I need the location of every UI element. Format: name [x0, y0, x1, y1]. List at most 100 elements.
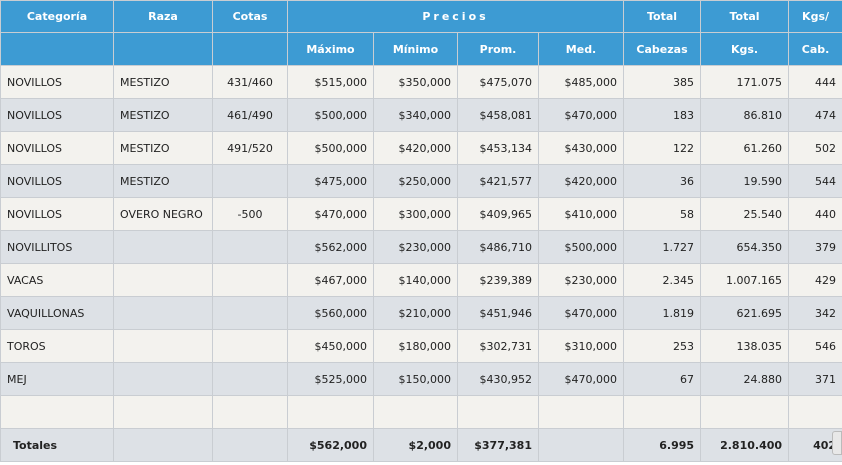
cell-cabezas: 36	[623, 164, 702, 198]
cell-kgs: 138.035	[700, 329, 790, 363]
header-prom: Prom.	[457, 32, 539, 66]
table-row: TOROS $450,000 $180,000 $302,731 $310,00…	[0, 329, 842, 363]
cell-raza	[113, 230, 213, 264]
cell-kgs: 61.260	[700, 131, 790, 165]
cell-cabezas: 253	[623, 329, 702, 363]
cell-categoria: NOVILLOS	[0, 98, 114, 132]
cell-kgs-cab: 342	[788, 296, 842, 330]
totals-label: Totales	[0, 428, 114, 462]
header-precios: Precios	[286, 0, 625, 33]
cell-minimo: $140,000	[373, 263, 458, 297]
cell-empty	[212, 395, 288, 429]
cell-minimo: $300,000	[373, 197, 458, 231]
cell-med: $470,000	[537, 98, 625, 132]
cell-categoria: NOVILLOS	[0, 131, 114, 165]
cell-maximo: $475,000	[287, 164, 374, 198]
cell-raza	[113, 329, 213, 363]
cell-prom: $486,710	[457, 230, 539, 264]
cell-kgs: 25.540	[700, 197, 790, 231]
cell-kgs: 171.075	[700, 65, 790, 99]
cell-prom: $475,070	[457, 65, 539, 99]
cell-categoria: NOVILLOS	[0, 65, 114, 99]
cell-cabezas: 2.345	[623, 263, 702, 297]
cell-empty	[623, 395, 702, 429]
cell-kgs: 1.007.165	[700, 263, 790, 297]
cell-prom: $430,952	[457, 362, 539, 396]
cell-prom: $453,134	[457, 131, 539, 165]
cell-med: $420,000	[537, 164, 625, 198]
cell-empty	[457, 395, 539, 429]
cell-maximo: $470,000	[287, 197, 374, 231]
cell-minimo: $230,000	[373, 230, 458, 264]
cell-cabezas: 122	[623, 131, 702, 165]
cell-prom: $421,577	[457, 164, 539, 198]
cell-empty	[788, 395, 842, 429]
cell-maximo: $562,000	[287, 230, 374, 264]
cell-kgs-cab: 379	[788, 230, 842, 264]
cell-prom: $239,389	[457, 263, 539, 297]
cell-empty	[287, 395, 374, 429]
cell-minimo: $340,000	[373, 98, 458, 132]
cell-minimo: $180,000	[373, 329, 458, 363]
header-empty	[212, 32, 288, 66]
cell-empty	[113, 428, 213, 462]
cell-empty	[537, 395, 625, 429]
totals-prom: $377,381	[457, 428, 539, 462]
cell-cotas	[212, 329, 288, 363]
table-row: MEJ $525,000 $150,000 $430,952 $470,000 …	[0, 362, 842, 396]
header-kgs: Kgs.	[700, 32, 790, 66]
cell-maximo: $560,000	[287, 296, 374, 330]
totals-kgs: 2.810.400	[700, 428, 790, 462]
table-row: NOVILLITOS $562,000 $230,000 $486,710 $5…	[0, 230, 842, 264]
scroll-right-handle[interactable]	[832, 431, 842, 455]
header-cotas: Cotas	[212, 0, 288, 33]
cell-maximo: $515,000	[287, 65, 374, 99]
cell-kgs-cab: 429	[788, 263, 842, 297]
cell-kgs: 654.350	[700, 230, 790, 264]
cell-categoria: VACAS	[0, 263, 114, 297]
cell-cotas	[212, 230, 288, 264]
cell-empty	[0, 395, 114, 429]
cell-maximo: $450,000	[287, 329, 374, 363]
cell-med: $485,000	[537, 65, 625, 99]
cell-maximo: $500,000	[287, 131, 374, 165]
header-kgs-cab-top: Kgs/	[788, 0, 842, 33]
cell-kgs: 19.590	[700, 164, 790, 198]
cell-kgs-cab: 502	[788, 131, 842, 165]
cell-med: $410,000	[537, 197, 625, 231]
cell-categoria: NOVILLITOS	[0, 230, 114, 264]
cell-categoria: VAQUILLONAS	[0, 296, 114, 330]
cell-empty	[700, 395, 790, 429]
table-body: NOVILLOS MESTIZO 431/460 $515,000 $350,0…	[0, 65, 842, 429]
table-row: VAQUILLONAS $560,000 $210,000 $451,946 $…	[0, 296, 842, 330]
cell-kgs: 86.810	[700, 98, 790, 132]
cell-cabezas: 58	[623, 197, 702, 231]
cell-prom: $458,081	[457, 98, 539, 132]
totals-maximo: $562,000	[287, 428, 374, 462]
cell-prom: $451,946	[457, 296, 539, 330]
cell-cotas	[212, 296, 288, 330]
cell-categoria: NOVILLOS	[0, 164, 114, 198]
cell-empty	[212, 428, 288, 462]
cell-prom: $409,965	[457, 197, 539, 231]
cell-cotas	[212, 362, 288, 396]
cell-minimo: $250,000	[373, 164, 458, 198]
table-row: NOVILLOS MESTIZO 431/460 $515,000 $350,0…	[0, 65, 842, 99]
header-raza: Raza	[113, 0, 213, 33]
cell-maximo: $500,000	[287, 98, 374, 132]
cell-med: $470,000	[537, 296, 625, 330]
header-cab: Cab.	[788, 32, 842, 66]
cell-kgs-cab: 440	[788, 197, 842, 231]
cell-raza: OVERO NEGRO	[113, 197, 213, 231]
totals-row: Totales $562,000 $2,000 $377,381 6.995 2…	[0, 428, 842, 462]
cell-kgs-cab: 371	[788, 362, 842, 396]
cell-kgs-cab: 544	[788, 164, 842, 198]
cell-minimo: $210,000	[373, 296, 458, 330]
cell-cabezas: 385	[623, 65, 702, 99]
header-categoria: Categoría	[0, 0, 114, 33]
cell-minimo: $420,000	[373, 131, 458, 165]
cell-cotas	[212, 164, 288, 198]
header-empty	[0, 32, 114, 66]
cell-med: $230,000	[537, 263, 625, 297]
table-row: NOVILLOS MESTIZO $475,000 $250,000 $421,…	[0, 164, 842, 198]
